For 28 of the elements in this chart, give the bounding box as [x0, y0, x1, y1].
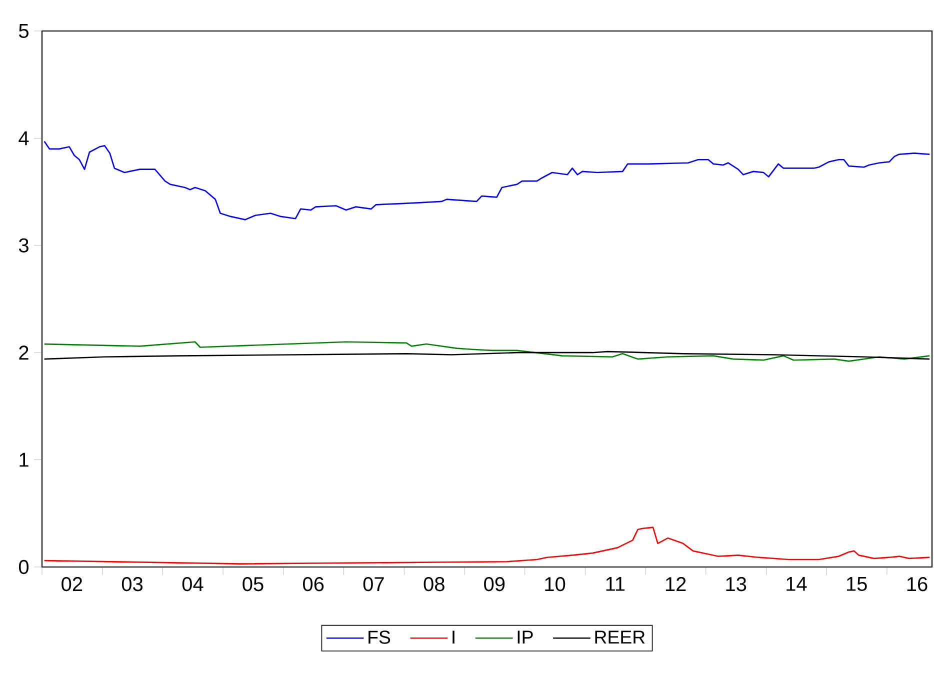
x-tick-label: 09 [484, 577, 505, 592]
x-tick-label: 04 [182, 577, 204, 592]
y-tick-label: 2 [19, 346, 28, 360]
x-tick-label: 02 [62, 577, 82, 592]
line-series [44, 526, 930, 564]
y-tick-label: 1 [20, 452, 28, 467]
x-tick-label: 15 [846, 577, 867, 591]
y-tick-label: 0 [18, 560, 29, 574]
x-tick-label: 10 [545, 577, 566, 592]
x-tick-label: 13 [726, 577, 746, 592]
x-tick-label: 07 [363, 577, 384, 592]
legend-label: IP [518, 630, 533, 644]
legend-label: REER [595, 630, 645, 644]
y-tick-label: 4 [18, 131, 29, 146]
x-tick-label: 11 [606, 577, 625, 591]
x-tick-label: 06 [303, 577, 324, 592]
x-tick-label: 03 [122, 577, 143, 592]
x-tick-label: 14 [786, 577, 807, 591]
y-tick-label: 5 [18, 24, 28, 38]
x-tick-label: 12 [666, 577, 686, 592]
x-tick-label: 08 [424, 577, 444, 592]
line-series [44, 140, 930, 220]
legend-label: FS [368, 630, 390, 644]
x-tick-label: 05 [242, 577, 264, 592]
legend-label: I [452, 630, 454, 644]
y-tick-label: 3 [18, 238, 28, 252]
line-series [44, 341, 930, 362]
x-tick-label: 16 [907, 577, 928, 592]
